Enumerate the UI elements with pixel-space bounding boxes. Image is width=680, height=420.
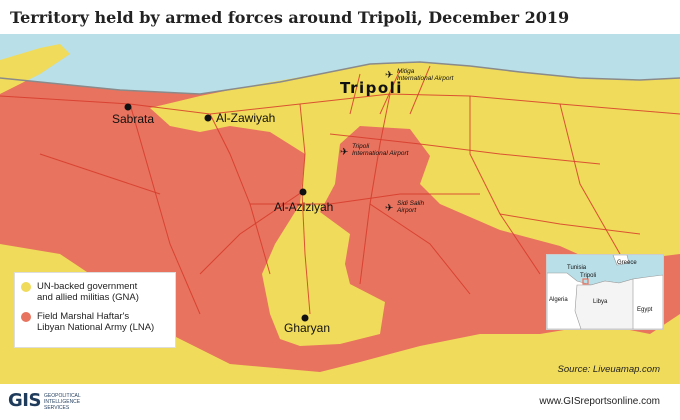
legend-swatch-lna [21, 312, 31, 322]
zawiyah-dot [204, 114, 212, 122]
coastline [0, 61, 680, 95]
sidi-salih-airport-label-2: Airport [396, 207, 417, 214]
page-title: Territory held by armed forces around Tr… [10, 8, 570, 27]
gharyan-dot [301, 314, 309, 322]
logo-mark: GIS [8, 390, 41, 411]
legend-label-lna-2: Libyan National Army (LNA) [37, 322, 155, 333]
map-legend: UN-backed government and allied militias… [14, 272, 176, 348]
legend-label-gna-1: UN-backed government [37, 281, 138, 292]
tripoli-label: Tripoli [340, 79, 403, 97]
mitiga-airport-label-1: Mitiga [397, 68, 415, 75]
gna-territory-gharyan [262, 204, 385, 346]
mitiga-airport-label-2: International Airport [397, 75, 455, 82]
inset-egypt-label: Egypt [637, 307, 653, 313]
inset-libya-label: Libya [593, 299, 608, 305]
legend-swatch-gna [21, 282, 31, 292]
logo-line-3: SERVICES [44, 405, 70, 411]
inset-map: Greece Tunisia Tripoli Algeria Libya Egy… [546, 254, 664, 330]
gna-territory-south [0, 244, 680, 384]
tripoli-intl-airport-label-2: International Airport [352, 150, 410, 157]
website-link[interactable]: www.GISreportsonline.com [539, 396, 660, 407]
gna-territory-tripoli [150, 62, 680, 264]
gharyan-label: Gharyan [284, 321, 330, 335]
aziziyah-label: Al-Aziziyah [274, 200, 333, 214]
inset-greece [612, 255, 630, 266]
inset-tripoli-label: Tripoli [580, 273, 596, 279]
inset-tripoli-marker [582, 278, 589, 285]
legend-label-gna-2: and allied militias (GNA) [37, 292, 139, 303]
legend-item-lna: Field Marshal Haftar's Libyan National A… [21, 311, 155, 333]
sidi-salih-airport-label-1: Sidi Salih [397, 200, 424, 207]
sidi-salih-airport-icon: ✈ [385, 203, 393, 214]
sabrata-label: Sabrata [112, 112, 154, 126]
tripoli-intl-airport-label-1: Tripoli [352, 143, 370, 150]
mitiga-airport-icon: ✈ [385, 70, 393, 81]
inset-greece-label: Greece [617, 260, 637, 266]
aziziyah-dot [299, 188, 307, 196]
logo-line-1: GEOPOLITICAL [44, 393, 81, 399]
inset-algeria-label: Algeria [549, 297, 568, 303]
footer: GIS GEOPOLITICAL INTELLIGENCE SERVICES w… [0, 384, 680, 420]
inset-libya [574, 278, 634, 329]
sabrata-dot [124, 103, 132, 111]
zawiyah-label: Al-Zawiyah [216, 111, 275, 125]
source-credit: Source: Liveuamap.com [557, 364, 660, 375]
gna-territory-west [0, 44, 70, 94]
inset-tunisia-label: Tunisia [567, 265, 587, 271]
logo-text: GEOPOLITICAL INTELLIGENCE SERVICES [44, 393, 81, 411]
legend-item-gna: UN-backed government and allied militias… [21, 281, 139, 303]
legend-label-lna-1: Field Marshal Haftar's [37, 311, 130, 322]
tripoli-intl-airport-icon: ✈ [340, 147, 348, 158]
logo-line-2: INTELLIGENCE [44, 399, 81, 405]
